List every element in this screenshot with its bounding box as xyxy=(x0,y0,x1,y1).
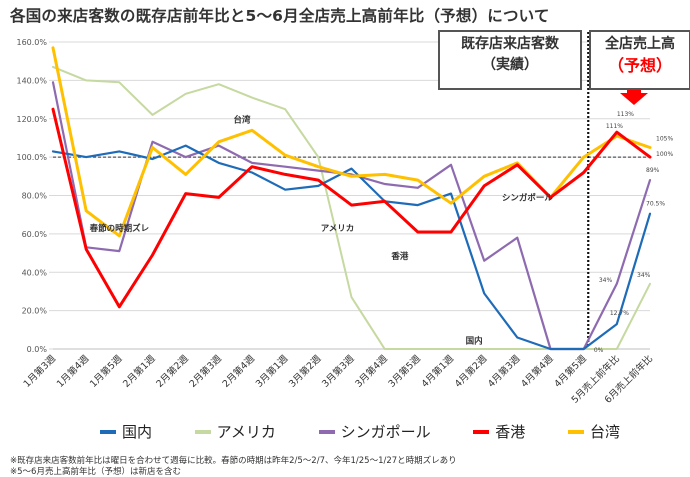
chart-annotation: 香港 xyxy=(390,251,409,262)
x-tick-label: 3月第5週 xyxy=(386,352,424,390)
footnote-1: ※既存店来店客数前年比は曜日を合わせて週毎に比較。春節の時期は昨年2/5～2/7… xyxy=(10,456,457,466)
x-tick-label: 4月第4週 xyxy=(518,352,556,390)
y-tick-label: 80.0% xyxy=(22,192,48,201)
y-tick-label: 0.0% xyxy=(27,345,48,354)
chart-annotation: シンガポール xyxy=(502,193,554,204)
data-label: 70.5% xyxy=(646,201,665,208)
x-tick-label: 1月第5週 xyxy=(87,352,125,390)
series-line xyxy=(52,65,651,350)
chart-legend: 国内 アメリカ シンガポール 香港 台湾 xyxy=(100,421,620,442)
data-label: 34% xyxy=(599,277,613,284)
series-line xyxy=(51,107,652,309)
legend-label: 国内 xyxy=(122,423,153,441)
data-label: 111% xyxy=(606,123,623,130)
y-tick-label: 60.0% xyxy=(22,230,48,239)
chart-annotation: 国内 xyxy=(466,335,483,346)
chart-annotation: アメリカ xyxy=(321,224,355,234)
footnote-2: ※5～6月売上高前年比（予想）は新店を含む xyxy=(10,467,181,477)
legend-item: 香港 xyxy=(473,421,525,442)
series-line xyxy=(51,144,652,351)
x-tick-label: 3月第4週 xyxy=(353,352,391,390)
forecast-box-line2: （予想） xyxy=(607,56,672,75)
legend-label: アメリカ xyxy=(216,423,276,441)
x-tick-label: 2月第4週 xyxy=(220,352,258,390)
legend-item: 台湾 xyxy=(567,421,620,442)
legend-label: 台湾 xyxy=(589,423,620,441)
actual-box-line1: 既存店来店客数 xyxy=(461,36,559,52)
x-tick-label: 1月第4週 xyxy=(54,352,92,390)
forecast-section-box: 全店売上高 （予想） xyxy=(589,30,690,90)
y-tick-label: 140.0% xyxy=(16,76,47,85)
actual-section-box: 既存店来店客数 （実績） xyxy=(438,30,582,90)
data-label: 89% xyxy=(646,167,660,174)
chart-title: 各国の来店客数の既存店前年比と5～6月全店売上高前年比（予想）について xyxy=(10,7,550,25)
x-tick-label: 3月第1週 xyxy=(253,352,291,390)
series-line xyxy=(51,81,652,351)
data-label: 105% xyxy=(656,136,673,143)
x-tick-label: 4月第2週 xyxy=(452,352,490,390)
legend-item: 国内 xyxy=(100,421,152,442)
forecast-box-line1: 全店売上高 xyxy=(605,36,675,52)
legend-swatch xyxy=(100,429,116,434)
data-label: 34% xyxy=(637,272,651,279)
legend-label: 香港 xyxy=(495,423,526,441)
x-tick-label: 3月第3週 xyxy=(319,352,357,390)
legend-label: シンガポール xyxy=(340,423,431,441)
y-tick-label: 100.0% xyxy=(16,153,47,162)
data-label: 12.7% xyxy=(610,310,629,317)
legend-item: シンガポール xyxy=(318,421,431,442)
x-tick-label: 4月第3週 xyxy=(485,352,523,390)
y-tick-label: 120.0% xyxy=(16,115,47,124)
x-tick-label: 1月第3週 xyxy=(21,352,59,390)
chart-annotation: 台湾 xyxy=(233,114,251,125)
legend-swatch xyxy=(194,429,211,434)
y-tick-label: 160.0% xyxy=(16,38,47,47)
legend-swatch xyxy=(567,429,584,434)
y-tick-label: 40.0% xyxy=(22,268,48,277)
x-tick-label: 4月第1週 xyxy=(419,352,457,390)
actual-box-line2: （実績） xyxy=(482,57,538,73)
data-label: 100% xyxy=(656,151,673,158)
data-label: 0% xyxy=(594,347,604,354)
x-tick-label: 2月第3週 xyxy=(187,352,225,390)
data-label: 113% xyxy=(617,111,634,118)
y-tick-label: 20.0% xyxy=(22,307,48,316)
chart-annotation: 春節の時期ズレ xyxy=(89,223,150,234)
legend-item: アメリカ xyxy=(194,421,276,442)
x-tick-label: 2月第2週 xyxy=(154,352,192,390)
legend-swatch xyxy=(318,429,335,434)
legend-swatch xyxy=(473,429,490,434)
x-tick-label: 2月第1週 xyxy=(120,352,158,390)
x-tick-label: 3月第2週 xyxy=(286,352,324,390)
